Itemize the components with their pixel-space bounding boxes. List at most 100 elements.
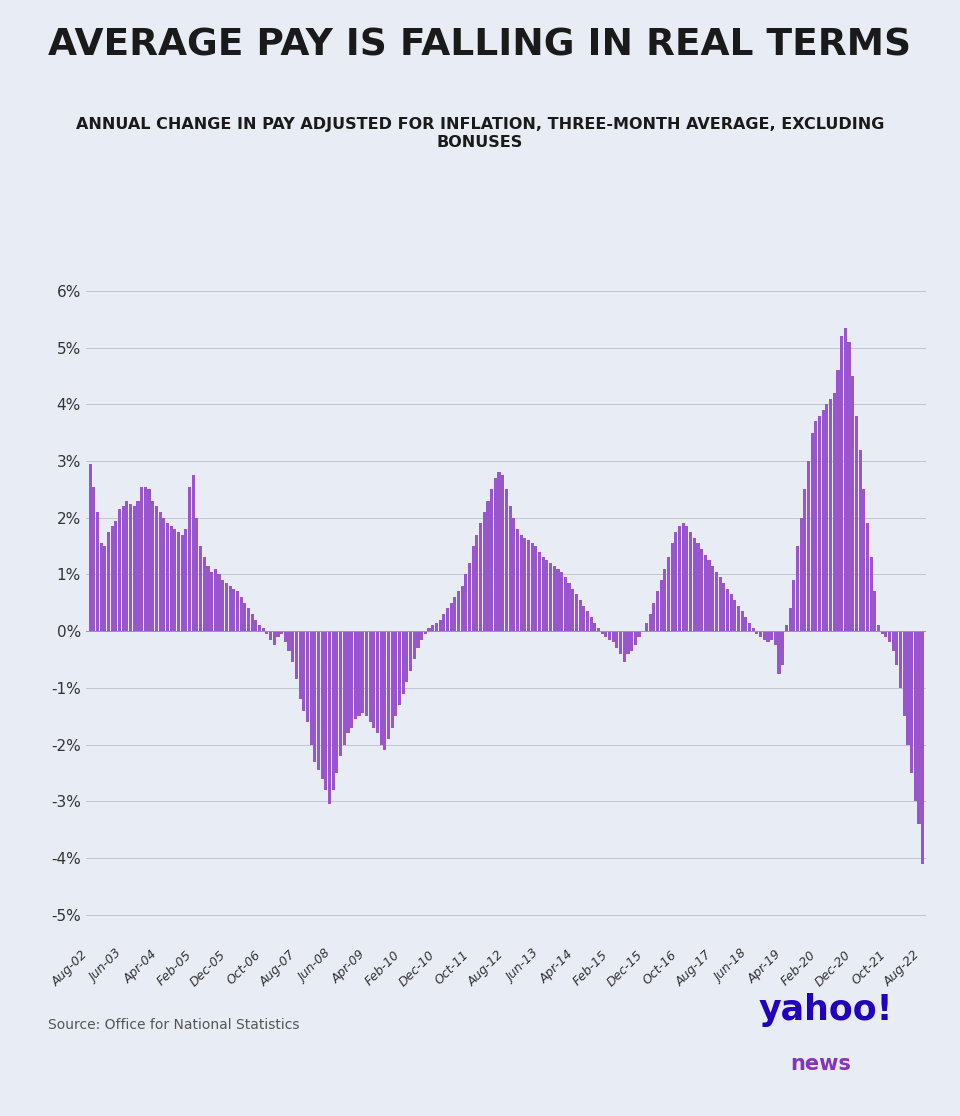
Bar (132, 507, 136, 632)
Bar (781, 632, 784, 665)
Bar (302, 632, 305, 711)
Bar (206, 566, 209, 632)
Bar (269, 632, 273, 639)
Bar (427, 628, 431, 632)
Bar (236, 591, 239, 632)
Bar (652, 603, 656, 632)
Bar (575, 594, 578, 632)
Bar (852, 376, 854, 632)
Bar (527, 540, 530, 632)
Bar (196, 518, 199, 632)
Bar (405, 632, 409, 682)
Bar (483, 512, 486, 632)
Bar (634, 632, 636, 645)
Bar (737, 606, 740, 632)
Bar (439, 619, 442, 632)
Bar (545, 560, 548, 632)
Bar (501, 475, 504, 632)
Bar (796, 546, 799, 632)
Bar (744, 617, 748, 632)
Bar (844, 328, 847, 632)
Bar (214, 569, 217, 632)
Bar (649, 614, 652, 632)
Bar (582, 606, 586, 632)
Bar (118, 509, 121, 632)
Bar (491, 489, 493, 632)
Bar (413, 632, 416, 660)
Bar (265, 632, 269, 634)
Bar (516, 529, 519, 632)
Bar (549, 564, 552, 632)
Bar (151, 501, 155, 632)
Bar (232, 588, 235, 632)
Bar (166, 523, 169, 632)
Bar (870, 557, 873, 632)
Bar (180, 535, 183, 632)
Bar (586, 612, 589, 632)
Bar (110, 527, 113, 632)
Bar (96, 512, 99, 632)
Bar (114, 520, 117, 632)
Bar (557, 569, 560, 632)
Bar (505, 489, 508, 632)
Bar (807, 461, 810, 632)
Bar (445, 608, 449, 632)
Bar (328, 632, 331, 805)
Bar (571, 588, 574, 632)
Bar (667, 557, 670, 632)
Bar (541, 557, 545, 632)
Bar (324, 632, 327, 790)
Bar (918, 632, 921, 824)
Bar (313, 632, 317, 761)
Bar (535, 546, 538, 632)
Bar (251, 614, 253, 632)
Bar (730, 594, 732, 632)
Bar (848, 341, 851, 632)
Bar (645, 623, 648, 632)
Bar (814, 422, 817, 632)
Bar (240, 597, 243, 632)
Bar (674, 532, 678, 632)
Bar (497, 472, 500, 632)
Bar (671, 543, 674, 632)
Bar (892, 632, 895, 651)
Bar (361, 632, 364, 713)
Bar (615, 632, 618, 648)
Bar (449, 603, 453, 632)
Bar (379, 632, 383, 744)
Bar (854, 415, 858, 632)
Bar (693, 538, 696, 632)
Bar (862, 489, 865, 632)
Bar (922, 632, 924, 864)
Bar (896, 632, 899, 665)
Bar (608, 632, 612, 639)
Bar (383, 632, 386, 750)
Bar (832, 393, 836, 632)
Bar (210, 571, 213, 632)
Text: ANNUAL CHANGE IN PAY ADJUSTED FOR INFLATION, THREE-MONTH AVERAGE, EXCLUDING
BONU: ANNUAL CHANGE IN PAY ADJUSTED FOR INFLAT… (76, 117, 884, 150)
Bar (756, 632, 758, 634)
Bar (457, 591, 460, 632)
Bar (158, 512, 161, 632)
Bar (770, 632, 773, 639)
Bar (663, 569, 666, 632)
Bar (461, 586, 464, 632)
Bar (144, 487, 147, 632)
Bar (531, 543, 534, 632)
Bar (660, 580, 662, 632)
Bar (299, 632, 301, 700)
Bar (339, 632, 342, 756)
Bar (493, 478, 497, 632)
Bar (874, 591, 876, 632)
Bar (715, 571, 718, 632)
Bar (170, 527, 173, 632)
Bar (876, 625, 880, 632)
Bar (778, 632, 780, 674)
Bar (601, 632, 604, 634)
Bar (884, 632, 887, 637)
Bar (589, 617, 592, 632)
Bar (317, 632, 320, 770)
Bar (763, 632, 766, 639)
Bar (291, 632, 295, 662)
Bar (604, 632, 608, 637)
